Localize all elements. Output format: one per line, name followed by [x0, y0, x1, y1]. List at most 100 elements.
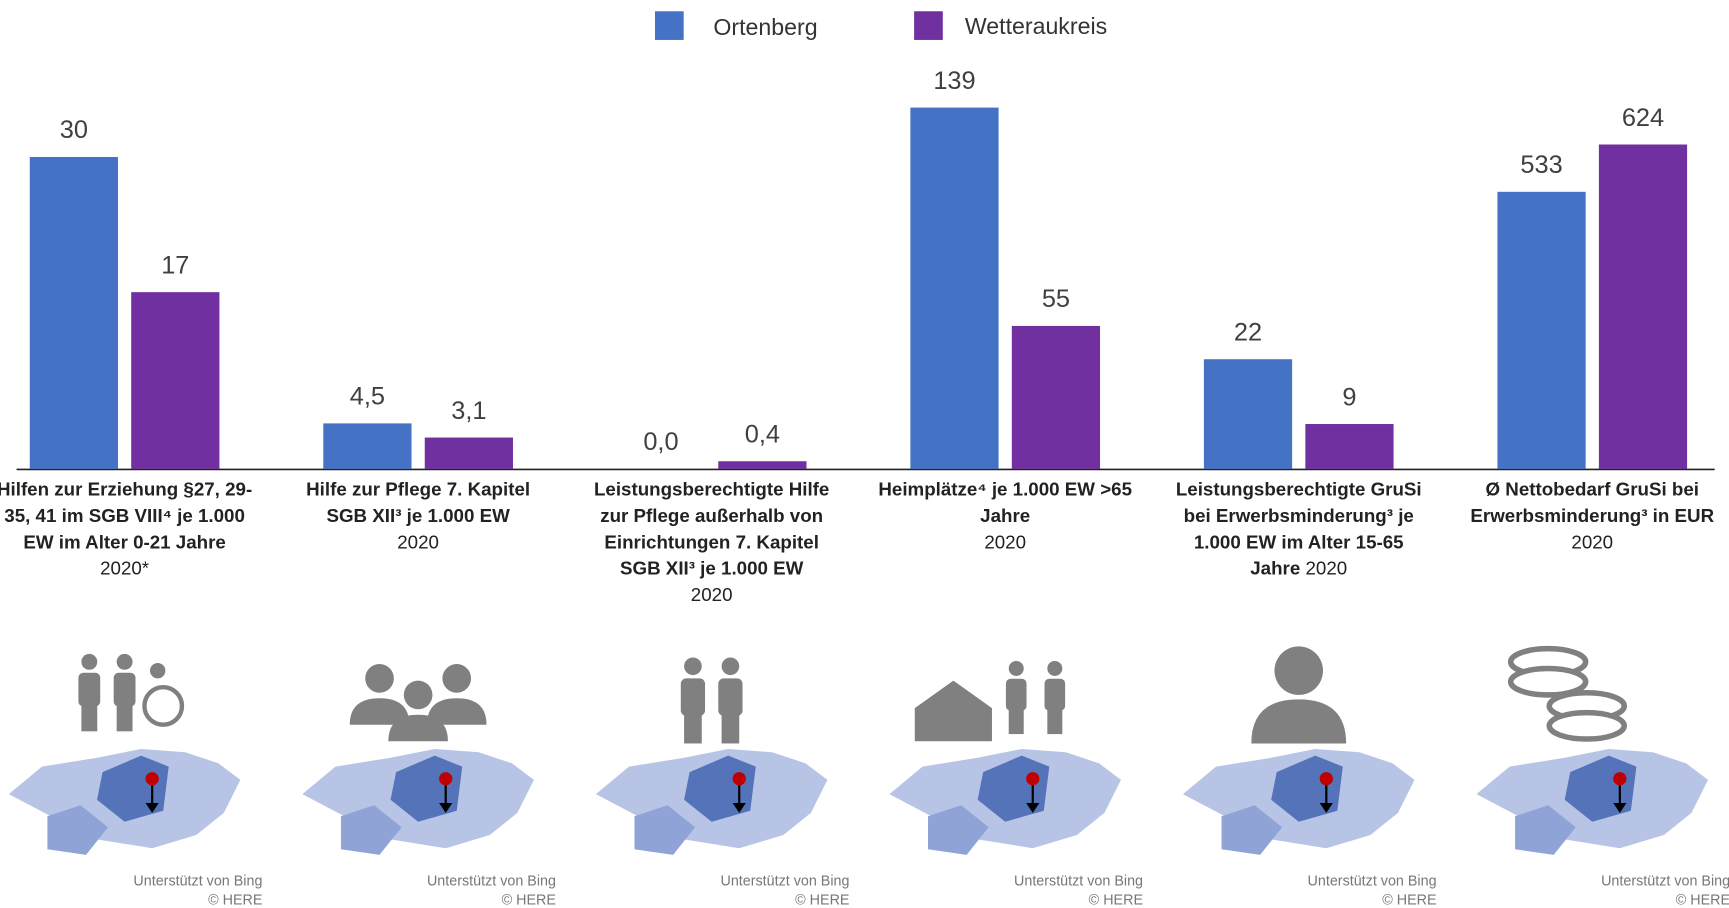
icon-part	[718, 678, 743, 716]
map-copyright: © HERE	[1382, 892, 1436, 908]
category-label: Leistungsberechtigte Hilfe zur Pflege au…	[582, 477, 842, 609]
category-label: Hilfen zur Erziehung §27, 29-35, 41 im S…	[0, 477, 255, 583]
category-label: Heimplätze⁴ je 1.000 EW >65 Jahre 2020	[878, 478, 1133, 553]
category-label: Ø Nettobedarf GruSi bei Erwerbsminderung…	[1462, 477, 1722, 556]
icon-part	[1047, 705, 1063, 735]
map-copyright: © HERE	[1089, 892, 1143, 908]
value-label: 17	[161, 251, 189, 279]
category-label: Hilfe zur Pflege 7. Kapitel SGB XII³ je …	[288, 477, 548, 556]
category-label: Leistungsberechtigte GruSi bei Erwerbsmi…	[1175, 478, 1422, 580]
icon-part	[426, 698, 487, 725]
map-pin	[439, 802, 453, 813]
icon-part	[684, 710, 702, 744]
icon-part	[116, 701, 133, 732]
category-label-box: Hilfe zur Pflege 7. Kapitel SGB XII³ je …	[288, 477, 548, 556]
icon-part	[81, 701, 98, 732]
value-label: 30	[60, 116, 88, 144]
icon-part	[1044, 678, 1066, 711]
icon-part	[149, 662, 166, 679]
icon-part	[684, 657, 702, 676]
legend-label: Wetteraukreis	[965, 13, 1107, 39]
map-pin	[145, 772, 159, 786]
bar	[1497, 191, 1586, 469]
map-copyright: © HERE	[502, 892, 556, 908]
icon	[78, 653, 185, 732]
map	[595, 748, 828, 855]
category-year: 2020	[397, 531, 439, 553]
map	[302, 748, 534, 855]
map	[1476, 748, 1709, 855]
icon-part	[1047, 660, 1063, 676]
map-credit: Unterstützt von Bing	[133, 874, 262, 890]
bar	[1203, 359, 1293, 469]
map-pin	[1026, 772, 1040, 786]
category-year: 2020	[690, 584, 733, 606]
icon-part	[1274, 646, 1323, 695]
icon-part	[1507, 665, 1589, 698]
map-credit: Unterstützt von Bing	[720, 874, 849, 890]
map-pin	[732, 772, 746, 786]
icon	[914, 660, 1066, 742]
map-credit: Unterstützt von Bing	[1601, 874, 1729, 890]
map-copyright: © HERE	[1676, 892, 1729, 908]
icon-part	[81, 653, 98, 670]
category-year: 2020*	[100, 558, 150, 580]
map-pin	[732, 802, 746, 813]
map	[1182, 748, 1415, 855]
map-pin	[1319, 772, 1333, 786]
icon-part	[403, 680, 433, 710]
icon	[1507, 645, 1628, 742]
map-region	[634, 805, 696, 855]
icon-part	[721, 710, 740, 744]
bar	[718, 461, 807, 469]
map-credit: Unterstützt von Bing	[1308, 874, 1437, 890]
value-label: 22	[1234, 318, 1262, 346]
icon-part	[1005, 678, 1027, 711]
icon-part	[680, 678, 706, 716]
value-label: 624	[1622, 104, 1664, 132]
category-text: Hilfe zur Pflege 7. Kapitel SGB XII³ je …	[306, 478, 531, 527]
category-text: Hilfen zur Erziehung §27, 29-35, 41 im S…	[0, 478, 253, 553]
value-label: 0,4	[745, 420, 780, 448]
icon-part	[1008, 705, 1024, 735]
icon-part	[1008, 660, 1024, 676]
map-copyright: © HERE	[208, 892, 262, 908]
legend-label: Ortenberg	[713, 14, 817, 40]
bar	[29, 156, 118, 469]
icon-part	[349, 698, 410, 725]
bar	[910, 107, 999, 469]
icon-part	[116, 653, 133, 670]
category-label-box: Hilfen zur Erziehung §27, 29-35, 41 im S…	[0, 477, 255, 583]
map-region	[47, 805, 109, 855]
bar	[424, 437, 513, 469]
map-pin	[1613, 802, 1627, 813]
icon-part	[721, 657, 740, 676]
legend-swatch-0	[654, 11, 684, 40]
map-credit: Unterstützt von Bing	[1014, 874, 1143, 890]
value-label: 533	[1520, 151, 1562, 179]
value-label: 4,5	[350, 383, 385, 411]
map-pin	[1026, 802, 1040, 813]
icon	[349, 664, 487, 742]
map-pin	[1319, 802, 1333, 813]
map-pin	[145, 802, 159, 813]
icon-part	[1546, 709, 1628, 742]
category-text: Heimplätze⁴ je 1.000 EW >65 Jahre	[878, 478, 1133, 527]
map-copyright: © HERE	[795, 892, 849, 908]
bar	[323, 423, 412, 469]
value-label: 3,1	[451, 397, 486, 425]
category-label-box: Ø Nettobedarf GruSi bei Erwerbsminderung…	[1462, 477, 1722, 556]
category-text: Leistungsberechtigte GruSi bei Erwerbsmi…	[1175, 478, 1422, 580]
bar	[1598, 144, 1688, 469]
legend-swatch-1	[914, 11, 943, 40]
value-label: 9	[1342, 383, 1356, 411]
icon	[1251, 646, 1347, 744]
category-year: 2020	[1305, 558, 1348, 580]
icon-part	[142, 685, 185, 727]
icon-part	[78, 672, 101, 707]
map-credit: Unterstützt von Bing	[427, 874, 556, 890]
icon-part	[442, 664, 472, 693]
bar	[1011, 325, 1101, 469]
category-label-box: Leistungsberechtigte Hilfe zur Pflege au…	[582, 477, 842, 609]
